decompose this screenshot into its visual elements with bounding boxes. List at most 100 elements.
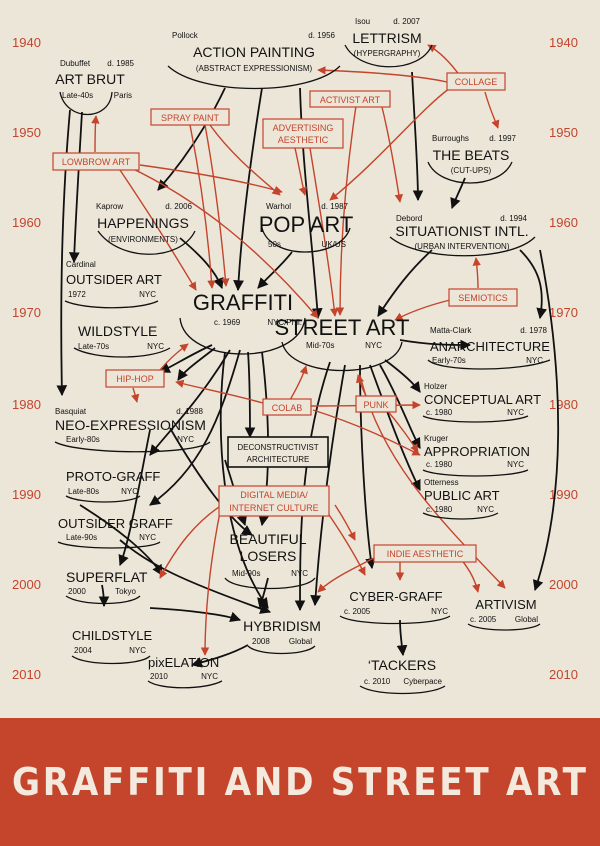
node-the-beats: Burroughs d. 1997 THE BEATS (CUT-UPS) — [432, 134, 517, 175]
svg-text:d. 1988: d. 1988 — [176, 407, 203, 416]
arc — [224, 577, 316, 590]
svg-text:AESTHETIC: AESTHETIC — [278, 135, 329, 145]
arrow — [200, 501, 223, 656]
arrow — [377, 249, 433, 317]
svg-text:PUBLIC ART: PUBLIC ART — [424, 488, 500, 503]
arc — [344, 44, 433, 68]
svg-text:(HYPERGRAPHY): (HYPERGRAPHY) — [354, 49, 421, 58]
svg-text:Basquiat: Basquiat — [55, 407, 87, 416]
node-superflat: SUPERFLAT 2000 Tokyo — [66, 569, 148, 596]
influence-collage: COLLAGE — [446, 72, 506, 91]
year-label: 2010 — [12, 667, 41, 682]
svg-text:NYC: NYC — [129, 646, 146, 655]
node-outsider-art: Cardinal OUTSIDER ART 1972 NYC — [66, 260, 162, 299]
svg-text:ART BRUT: ART BRUT — [55, 71, 125, 87]
svg-text:UK/US: UK/US — [322, 240, 346, 249]
title-banner: GRAFFITI AND STREET ART — [0, 718, 600, 846]
svg-text:INTERNET CULTURE: INTERNET CULTURE — [229, 503, 318, 513]
svg-text:Global: Global — [289, 637, 312, 646]
arrow — [532, 249, 560, 592]
svg-text:Kruger: Kruger — [424, 434, 448, 443]
svg-text:d. 2007: d. 2007 — [393, 17, 420, 26]
svg-text:ADVERTISING: ADVERTISING — [273, 123, 334, 133]
svg-text:SITUATIONIST INTL.: SITUATIONIST INTL. — [395, 223, 528, 239]
svg-text:NYC: NYC — [507, 408, 524, 417]
svg-text:ARTIVISM: ARTIVISM — [475, 597, 536, 612]
influence-semiotics: SEMIOTICS — [448, 288, 518, 307]
svg-text:(CUT-UPS): (CUT-UPS) — [451, 166, 492, 175]
svg-text:THE BEATS: THE BEATS — [433, 147, 510, 163]
arrow — [317, 66, 448, 83]
node-situationist: Debord d. 1994 SITUATIONIST INTL. (URBAN… — [395, 214, 528, 251]
svg-text:Warhol: Warhol — [266, 202, 291, 211]
svg-text:(ENVIRONMENTS): (ENVIRONMENTS) — [108, 235, 178, 244]
svg-text:NYC: NYC — [139, 533, 156, 542]
svg-text:Dubuffet: Dubuffet — [60, 59, 91, 68]
svg-text:LOSERS: LOSERS — [240, 548, 297, 564]
svg-text:Early-80s: Early-80s — [66, 435, 100, 444]
svg-text:Paris: Paris — [114, 91, 132, 100]
year-axis-left: 1940 1950 1960 1970 1980 1990 2000 2010 — [12, 35, 41, 682]
svg-text:Cardinal: Cardinal — [66, 260, 96, 269]
arrow — [169, 427, 253, 536]
year-label: 1960 — [549, 215, 578, 230]
arc — [247, 645, 316, 655]
influence-hip-hop: HIP-HOP — [105, 369, 165, 388]
svg-text:NEO-EXPRESSIONISM: NEO-EXPRESSIONISM — [55, 417, 206, 433]
year-label: 1990 — [549, 487, 578, 502]
influence-boxes: COLLAGE ACTIVIST ART SPRAY PAINT ADVERTI… — [52, 72, 518, 563]
svg-text:Debord: Debord — [396, 214, 422, 223]
svg-text:‘TACKERS: ‘TACKERS — [368, 657, 436, 673]
year-label: 1970 — [549, 305, 578, 320]
arrow — [149, 349, 241, 506]
node-artivism: ARTIVISM c. 2005 Global — [470, 597, 538, 624]
svg-text:c. 1980: c. 1980 — [426, 460, 453, 469]
arc — [64, 300, 159, 309]
influence-colab: COLAB — [262, 398, 312, 416]
svg-text:Late-70s: Late-70s — [78, 342, 109, 351]
svg-text:CHILDSTYLE: CHILDSTYLE — [72, 628, 153, 643]
node-action-painting: Pollock d. 1956 ACTION PAINTING (ABSTRAC… — [172, 31, 336, 73]
arc — [65, 495, 141, 503]
svg-text:Cyberpace: Cyberpace — [403, 677, 442, 686]
year-label: 2000 — [12, 577, 41, 592]
year-label: 1950 — [549, 125, 578, 140]
arrow — [124, 164, 319, 319]
arrow — [233, 87, 263, 292]
node-public-art: Otterness PUBLIC ART c. 1980 NYC — [424, 478, 500, 514]
svg-text:d. 1994: d. 1994 — [500, 214, 527, 223]
node-conceptual-art: Holzer CONCEPTUAL ART c. 1980 NYC — [424, 382, 541, 417]
svg-text:Early-70s: Early-70s — [432, 356, 466, 365]
influence-punk: PUNK — [355, 395, 397, 413]
poster-title: GRAFFITI AND STREET ART — [11, 760, 589, 804]
arrow — [56, 109, 71, 397]
arc — [339, 615, 451, 625]
arrow — [450, 177, 466, 210]
node-art-brut: Dubuffet d. 1985 ART BRUT Late-40s Paris — [55, 59, 134, 100]
svg-text:ACTIVIST ART: ACTIVIST ART — [320, 95, 381, 105]
arrow — [394, 299, 451, 321]
svg-text:NYC: NYC — [431, 607, 448, 616]
svg-text:c. 2005: c. 2005 — [344, 607, 371, 616]
arrow — [190, 644, 249, 668]
svg-text:GRAFFITI: GRAFFITI — [193, 290, 293, 315]
arrow — [118, 429, 151, 567]
svg-text:Late-80s: Late-80s — [68, 487, 99, 496]
arrow — [68, 111, 83, 264]
svg-text:Global: Global — [515, 615, 538, 624]
svg-text:50s: 50s — [268, 240, 281, 249]
year-label: 1960 — [12, 215, 41, 230]
svg-text:BEAUTIFUL: BEAUTIFUL — [229, 531, 306, 547]
arrow — [131, 387, 140, 403]
svg-text:Holzer: Holzer — [424, 382, 447, 391]
arrow — [149, 349, 231, 456]
node-arcs — [54, 44, 551, 695]
svg-text:DIGITAL MEDIA/: DIGITAL MEDIA/ — [240, 490, 308, 500]
influence-activist-art: ACTIVIST ART — [309, 90, 391, 108]
svg-text:APPROPRIATION: APPROPRIATION — [424, 444, 530, 459]
svg-text:Late-40s: Late-40s — [62, 91, 93, 100]
svg-text:INDIE AESTHETIC: INDIE AESTHETIC — [387, 549, 464, 559]
svg-text:HYBRIDISM: HYBRIDISM — [243, 618, 321, 634]
svg-text:LETTRISM: LETTRISM — [352, 30, 421, 46]
svg-text:OUTSIDER ART: OUTSIDER ART — [66, 272, 162, 287]
